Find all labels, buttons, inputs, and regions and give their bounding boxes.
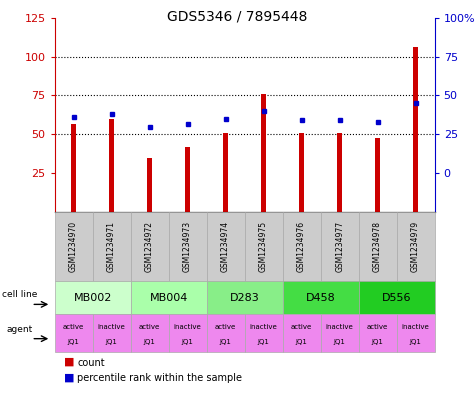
Bar — [147, 158, 152, 212]
Text: inactive: inactive — [98, 324, 125, 330]
Text: D458: D458 — [306, 293, 335, 303]
Text: D283: D283 — [230, 293, 259, 303]
Bar — [109, 119, 114, 212]
Text: GSM1234975: GSM1234975 — [259, 221, 268, 272]
Text: percentile rank within the sample: percentile rank within the sample — [77, 373, 242, 383]
Text: GSM1234976: GSM1234976 — [297, 221, 306, 272]
Text: GSM1234978: GSM1234978 — [373, 221, 382, 272]
Text: GSM1234979: GSM1234979 — [411, 221, 420, 272]
Text: GDS5346 / 7895448: GDS5346 / 7895448 — [167, 10, 308, 24]
Text: active: active — [367, 324, 388, 330]
Text: MB004: MB004 — [150, 293, 188, 303]
Text: JQ1: JQ1 — [295, 340, 308, 345]
Text: cell line: cell line — [2, 290, 38, 299]
Text: ■: ■ — [64, 356, 75, 366]
Text: JQ1: JQ1 — [409, 340, 422, 345]
Text: inactive: inactive — [250, 324, 277, 330]
Text: JQ1: JQ1 — [371, 340, 384, 345]
Text: active: active — [63, 324, 84, 330]
Text: JQ1: JQ1 — [67, 340, 80, 345]
Text: JQ1: JQ1 — [181, 340, 193, 345]
Text: inactive: inactive — [402, 324, 429, 330]
Bar — [337, 133, 342, 212]
Text: inactive: inactive — [326, 324, 353, 330]
Text: ■: ■ — [64, 372, 75, 382]
Text: JQ1: JQ1 — [219, 340, 232, 345]
Text: active: active — [291, 324, 312, 330]
Bar — [375, 138, 380, 212]
Text: count: count — [77, 358, 105, 367]
Text: GSM1234977: GSM1234977 — [335, 221, 344, 272]
Text: active: active — [139, 324, 160, 330]
Text: JQ1: JQ1 — [105, 340, 118, 345]
Bar — [299, 133, 304, 212]
Text: GSM1234972: GSM1234972 — [145, 221, 154, 272]
Text: agent: agent — [6, 325, 32, 334]
Bar — [413, 47, 418, 212]
Text: GSM1234973: GSM1234973 — [183, 221, 192, 272]
Text: JQ1: JQ1 — [334, 340, 346, 345]
Text: active: active — [215, 324, 236, 330]
Text: GSM1234970: GSM1234970 — [69, 221, 78, 272]
Text: inactive: inactive — [174, 324, 201, 330]
Text: MB002: MB002 — [74, 293, 112, 303]
Text: GSM1234974: GSM1234974 — [221, 221, 230, 272]
Text: JQ1: JQ1 — [257, 340, 270, 345]
Bar — [185, 147, 190, 212]
Text: GSM1234971: GSM1234971 — [107, 221, 116, 272]
Bar — [223, 133, 228, 212]
Bar — [261, 94, 266, 212]
Text: D556: D556 — [382, 293, 411, 303]
Text: JQ1: JQ1 — [143, 340, 156, 345]
Bar — [71, 123, 76, 212]
